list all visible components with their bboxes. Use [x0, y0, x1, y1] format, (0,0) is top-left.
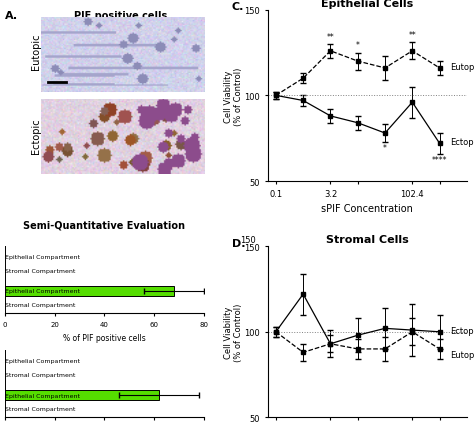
- Text: Epithelial Compartment: Epithelial Compartment: [5, 289, 80, 294]
- Text: ****: ****: [432, 156, 447, 165]
- Text: Stromal Compartment: Stromal Compartment: [5, 406, 75, 412]
- Text: Ectopic: Ectopic: [450, 138, 474, 147]
- Text: Ectopic: Ectopic: [31, 118, 41, 153]
- Title: Epithelial Cells: Epithelial Cells: [321, 0, 413, 9]
- Text: Epithelial Compartment: Epithelial Compartment: [5, 393, 80, 397]
- Text: Eutopic: Eutopic: [450, 350, 474, 359]
- X-axis label: % of PIF positive cells: % of PIF positive cells: [63, 333, 146, 342]
- Text: Eutopic: Eutopic: [450, 63, 474, 72]
- Text: A.: A.: [5, 11, 18, 20]
- Text: Stromal Compartment: Stromal Compartment: [5, 302, 75, 308]
- Text: Semi-Quantitative Evaluation: Semi-Quantitative Evaluation: [23, 220, 185, 230]
- Text: *: *: [383, 144, 387, 153]
- Text: **: **: [409, 31, 416, 40]
- Text: D.: D.: [232, 238, 246, 248]
- Text: **: **: [327, 33, 334, 42]
- Text: *: *: [356, 41, 360, 50]
- Text: Eutopic: Eutopic: [31, 34, 41, 70]
- Y-axis label: Cell Viability
(% of Control): Cell Viability (% of Control): [224, 67, 243, 125]
- Text: Stromal Compartment: Stromal Compartment: [5, 268, 75, 273]
- Text: PIF positive cells: PIF positive cells: [73, 11, 167, 20]
- X-axis label: sPIF Concentration: sPIF Concentration: [321, 204, 413, 214]
- Text: Epithelial Compartment: Epithelial Compartment: [5, 254, 80, 259]
- Y-axis label: Cell Viability
(% of Control): Cell Viability (% of Control): [224, 303, 243, 361]
- Title: Stromal Cells: Stromal Cells: [326, 234, 409, 245]
- Bar: [5, 287, 174, 296]
- Text: C.: C.: [232, 2, 244, 12]
- Bar: [5, 390, 159, 400]
- Text: Ectopic: Ectopic: [450, 326, 474, 335]
- Text: 150: 150: [240, 236, 255, 245]
- Text: Stromal Compartment: Stromal Compartment: [5, 372, 75, 377]
- Text: Epithelial Compartment: Epithelial Compartment: [5, 358, 80, 363]
